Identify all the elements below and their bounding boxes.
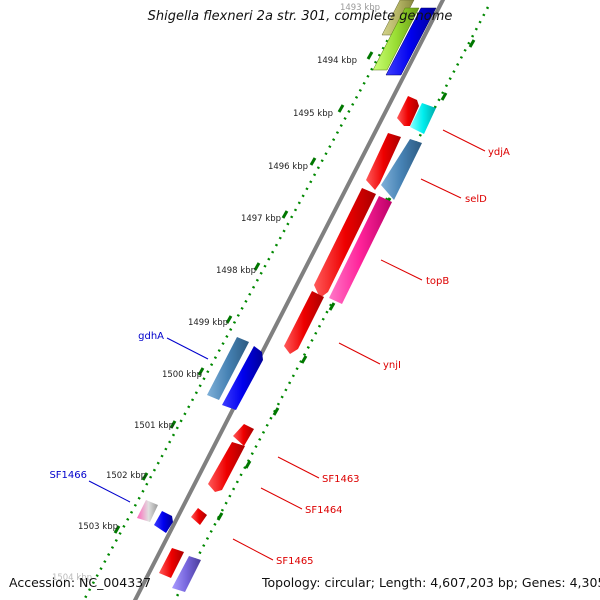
gene-label-SF1463[interactable]: SF1463 [322,474,360,485]
ruler-tick-labels: 1493 kbp 1494 kbp 1495 kbp 1496 kbp 1497… [52,3,380,583]
gene-label-ydjA[interactable]: ydjA [488,147,510,158]
genome-backbone [132,0,446,600]
ruler-ticks-outer [188,39,476,574]
ruler-label: 1502 kbp [106,471,146,481]
feature-ynjI[interactable] [284,291,324,354]
ruler-dotted-line-inner [82,0,411,600]
gene-label-SF1465[interactable]: SF1465 [276,556,314,567]
map-title: Shigella flexneri 2a str. 301, complete … [147,9,453,24]
feature-purple[interactable] [172,556,201,592]
topology-text: Topology: circular; [262,575,375,590]
ruler-label: 1496 kbp [268,162,308,172]
feature-SF1465-small[interactable] [191,508,207,525]
ruler-label: 1500 kbp [162,370,202,380]
ruler-label: 1497 kbp [241,214,281,224]
gene-label-gdhA[interactable]: gdhA [138,331,164,342]
feature-red-2[interactable] [366,133,401,190]
feature-topB[interactable] [329,196,392,304]
genes-text: Genes: 4,305 [521,575,600,590]
feature-red-3[interactable] [314,188,376,298]
feature-ydjA[interactable] [410,103,436,134]
ruler-ticks-inner [113,51,374,534]
feature-SF1464[interactable] [208,442,245,492]
ruler-label: 1504 kbp [52,573,92,583]
ruler-label: 1493 kbp [340,3,380,13]
ruler-label: 1501 kbp [134,421,174,431]
ruler-label: 1494 kbp [317,56,357,66]
accession-text: Accession: NC_004337 [9,575,152,590]
gene-label-topB[interactable]: topB [426,276,449,287]
gene-label-ynjI[interactable]: ynjI [383,360,401,371]
genome-stats: Topology: circular; Length: 4,607,203 bp… [262,575,600,590]
ruler-label: 1498 kbp [216,266,256,276]
feature-lime[interactable] [372,7,420,71]
feature-SF1465[interactable] [159,548,184,578]
gene-label-SF1466[interactable]: SF1466 [49,470,87,481]
callout-lines [88,129,486,561]
length-text: Length: 4,607,203 bp; [378,575,518,590]
ruler-label: 1495 kbp [293,109,333,119]
feature-red-1[interactable] [397,96,419,126]
gene-label-SF1464[interactable]: SF1464 [305,505,343,516]
feature-selD[interactable] [381,139,422,200]
gene-label-selD[interactable]: selD [465,194,487,205]
feature-gdhA-steel[interactable] [207,337,249,400]
gene-labels: ydjA selD topB ynjI SF1463 SF1464 SF1465… [49,147,510,567]
feature-gdhA-blue[interactable] [222,346,263,410]
ruler-label: 1503 kbp [78,522,118,532]
feature-SF1466[interactable] [137,500,158,522]
feature-blue-small[interactable] [154,511,173,533]
feature-blue-top[interactable] [385,7,437,76]
ruler-label: 1499 kbp [188,318,228,328]
feature-SF1463[interactable] [233,424,254,446]
